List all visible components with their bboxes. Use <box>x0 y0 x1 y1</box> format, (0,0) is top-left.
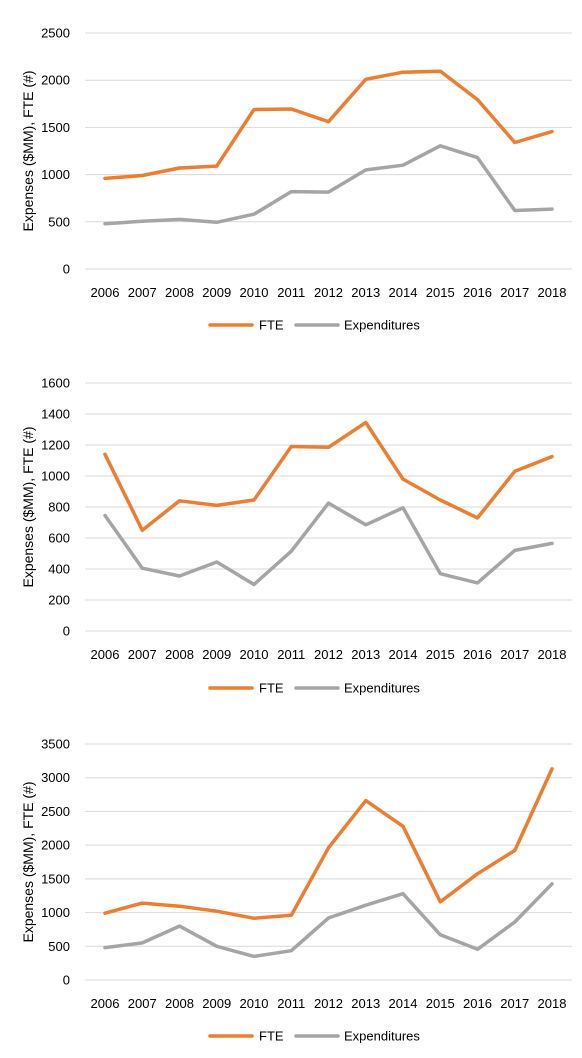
x-tick-label: 2006 <box>91 285 120 300</box>
x-tick-label: 2013 <box>351 996 380 1011</box>
x-tick-label: 2012 <box>314 996 343 1011</box>
x-tick-label: 2014 <box>389 647 418 662</box>
y-tick-label: 500 <box>48 939 70 954</box>
x-tick-label: 2017 <box>500 647 529 662</box>
y-tick-label: 400 <box>48 562 70 577</box>
legend-label-expenditures: Expenditures <box>344 1029 420 1044</box>
y-tick-label: 0 <box>63 262 70 277</box>
y-tick-label: 200 <box>48 593 70 608</box>
y-tick-label: 500 <box>48 214 70 229</box>
legend-label-fte: FTE <box>259 681 284 696</box>
x-tick-label: 2011 <box>277 996 305 1011</box>
x-tick-label: 2014 <box>389 996 418 1011</box>
x-tick-label: 2018 <box>538 285 567 300</box>
x-tick-label: 2016 <box>463 285 492 300</box>
x-tick-label: 2010 <box>240 285 269 300</box>
legend-label-fte: FTE <box>259 318 284 333</box>
y-tick-label: 0 <box>63 973 70 988</box>
x-tick-label: 2009 <box>202 996 231 1011</box>
x-tick-label: 2009 <box>202 285 231 300</box>
x-tick-label: 2016 <box>463 996 492 1011</box>
x-tick-label: 2007 <box>128 285 157 300</box>
y-tick-label: 600 <box>48 531 70 546</box>
y-tick-label: 2500 <box>41 26 70 41</box>
x-tick-label: 2008 <box>165 996 194 1011</box>
x-tick-label: 2013 <box>351 285 380 300</box>
x-tick-label: 2011 <box>277 647 305 662</box>
y-tick-label: 1400 <box>41 407 70 422</box>
y-tick-label: 1000 <box>41 905 70 920</box>
legend-label-expenditures: Expenditures <box>344 681 420 696</box>
y-tick-label: 800 <box>48 500 70 515</box>
x-tick-label: 2006 <box>91 996 120 1011</box>
x-tick-label: 2010 <box>240 996 269 1011</box>
y-axis-label: Expenses ($MM), FTE (#) <box>20 426 36 587</box>
x-tick-label: 2016 <box>463 647 492 662</box>
line-chart-3: 0 500 1000 1500 2000 2500 3000 3500 2006 2007 2008… <box>20 737 572 1044</box>
y-tick-label: 2000 <box>41 73 70 88</box>
series-line-expenditures <box>103 882 554 959</box>
x-tick-label: 2011 <box>277 285 305 300</box>
x-tick-label: 2008 <box>165 647 194 662</box>
y-tick-label: 1000 <box>41 167 70 182</box>
x-tick-label: 2015 <box>426 285 455 300</box>
x-tick-label: 2012 <box>314 285 343 300</box>
series-line-expenditures <box>103 144 554 226</box>
legend-label-expenditures: Expenditures <box>344 318 420 333</box>
series-line-expenditures <box>103 501 554 587</box>
y-tick-label: 1500 <box>41 871 70 886</box>
x-tick-label: 2007 <box>128 647 157 662</box>
x-tick-label: 2017 <box>500 285 529 300</box>
y-tick-label: 1500 <box>41 120 70 135</box>
line-chart-1: 0 500 1000 1500 2000 2500 2006 2007 2008 2009 2010… <box>20 26 572 333</box>
y-tick-label: 2500 <box>41 804 70 819</box>
series-line-fte <box>103 420 554 533</box>
y-axis-label: Expenses ($MM), FTE (#) <box>20 70 36 231</box>
x-tick-label: 2007 <box>128 996 157 1011</box>
x-tick-label: 2017 <box>500 996 529 1011</box>
y-axis-label: Expenses ($MM), FTE (#) <box>20 781 36 942</box>
x-tick-label: 2015 <box>426 996 455 1011</box>
x-tick-label: 2018 <box>538 996 567 1011</box>
legend-label-fte: FTE <box>259 1029 284 1044</box>
y-tick-label: 3000 <box>41 770 70 785</box>
y-tick-label: 3500 <box>41 737 70 752</box>
x-tick-label: 2013 <box>351 647 380 662</box>
x-tick-label: 2008 <box>165 285 194 300</box>
y-tick-label: 0 <box>63 624 70 639</box>
chart-panel-1: 0 500 1000 1500 2000 2500 2006 2007 2008 2009 2010… <box>0 0 582 350</box>
y-tick-label: 1000 <box>41 469 70 484</box>
y-tick-label: 2000 <box>41 838 70 853</box>
x-tick-label: 2018 <box>538 647 567 662</box>
y-tick-label: 1600 <box>41 376 70 391</box>
y-tick-label: 1200 <box>41 438 70 453</box>
line-chart-2: 0 200 400 600 800 1000 1200 1400 1600 2006 2007 200… <box>20 376 572 696</box>
x-tick-label: 2014 <box>389 285 418 300</box>
x-tick-label: 2009 <box>202 647 231 662</box>
x-tick-label: 2010 <box>240 647 269 662</box>
x-tick-label: 2006 <box>91 647 120 662</box>
chart-panel-2: 0 200 400 600 800 1000 1200 1400 1600 2006 2007 200… <box>0 355 582 710</box>
series-line-fte <box>103 767 554 921</box>
x-tick-label: 2015 <box>426 647 455 662</box>
chart-panel-3: 0 500 1000 1500 2000 2500 3000 3500 2006 2007 2008… <box>0 715 582 1058</box>
series-line-fte <box>103 69 554 181</box>
x-tick-label: 2012 <box>314 647 343 662</box>
